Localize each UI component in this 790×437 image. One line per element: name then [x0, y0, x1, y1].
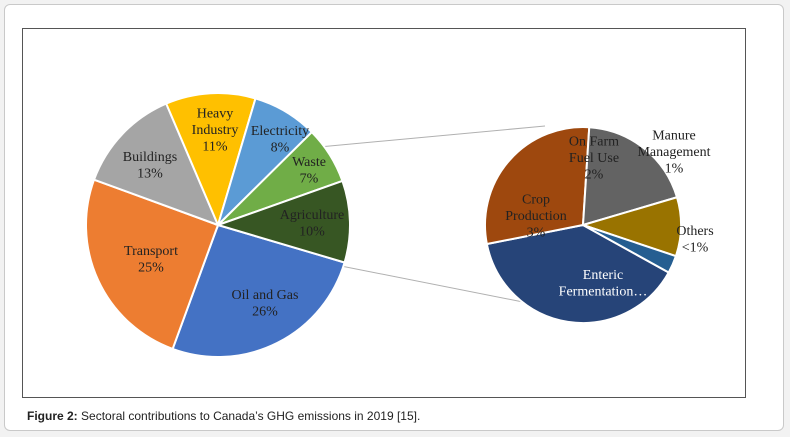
slice-label-agriculture: Agriculture 10% [280, 208, 345, 240]
slice-enteric-fermentation [485, 223, 671, 324]
sub-pie-labels: Enteric Fermentation… Crop Production 3%On F… [505, 129, 713, 300]
figure-caption: Figure 2: Sectoral contributions to Cana… [27, 409, 420, 423]
slice-others [582, 224, 678, 274]
slice-crop-production [484, 126, 591, 246]
slice-label-others: Others <1% [676, 224, 713, 256]
connector-line-bottom [340, 265, 524, 303]
slice-buildings [92, 102, 220, 227]
slice-label-waste: Waste 7% [292, 155, 326, 187]
slice-label-heavy-industry: Heavy Industry 11% [192, 107, 239, 155]
figure-frame: Oil and Gas 26% Transport 25% Buildings 13% He… [4, 4, 784, 431]
slice-label-crop-production: Crop Production 3% [505, 193, 566, 241]
slice-label-enteric-fermentation: Enteric Fermentation… [559, 268, 648, 300]
slice-oil-and-gas [171, 223, 346, 358]
sub-pie [484, 126, 682, 324]
slice-heavy-industry [164, 92, 257, 228]
slice-label-manure-management: Manure Management 1% [637, 129, 710, 177]
main-pie-labels: Oil and Gas 26% Transport 25% Buildings 13% He… [123, 107, 345, 320]
slice-label-buildings: Buildings 13% [123, 150, 177, 182]
slice-on-farm-fuel-use [581, 126, 679, 227]
slice-transport [85, 178, 220, 351]
slice-label-on-farm-fuel-use: On Farm Fuel Use 2% [569, 135, 619, 183]
slice-label-electricity: Electricity 8% [251, 124, 309, 156]
slice-label-oil-and-gas: Oil and Gas 26% [232, 288, 299, 320]
chart-area: Oil and Gas 26% Transport 25% Buildings 13% He… [22, 28, 746, 398]
slice-agriculture [214, 179, 351, 264]
slice-label-transport: Transport 25% [124, 244, 178, 276]
pie-of-pie-chart: Oil and Gas 26% Transport 25% Buildings 13% He… [85, 92, 714, 358]
connector-line-top [318, 125, 546, 148]
main-pie [85, 92, 351, 358]
caption-label: Figure 2: [27, 409, 78, 423]
caption-text: Sectoral contributions to Canada’s GHG e… [81, 409, 421, 423]
